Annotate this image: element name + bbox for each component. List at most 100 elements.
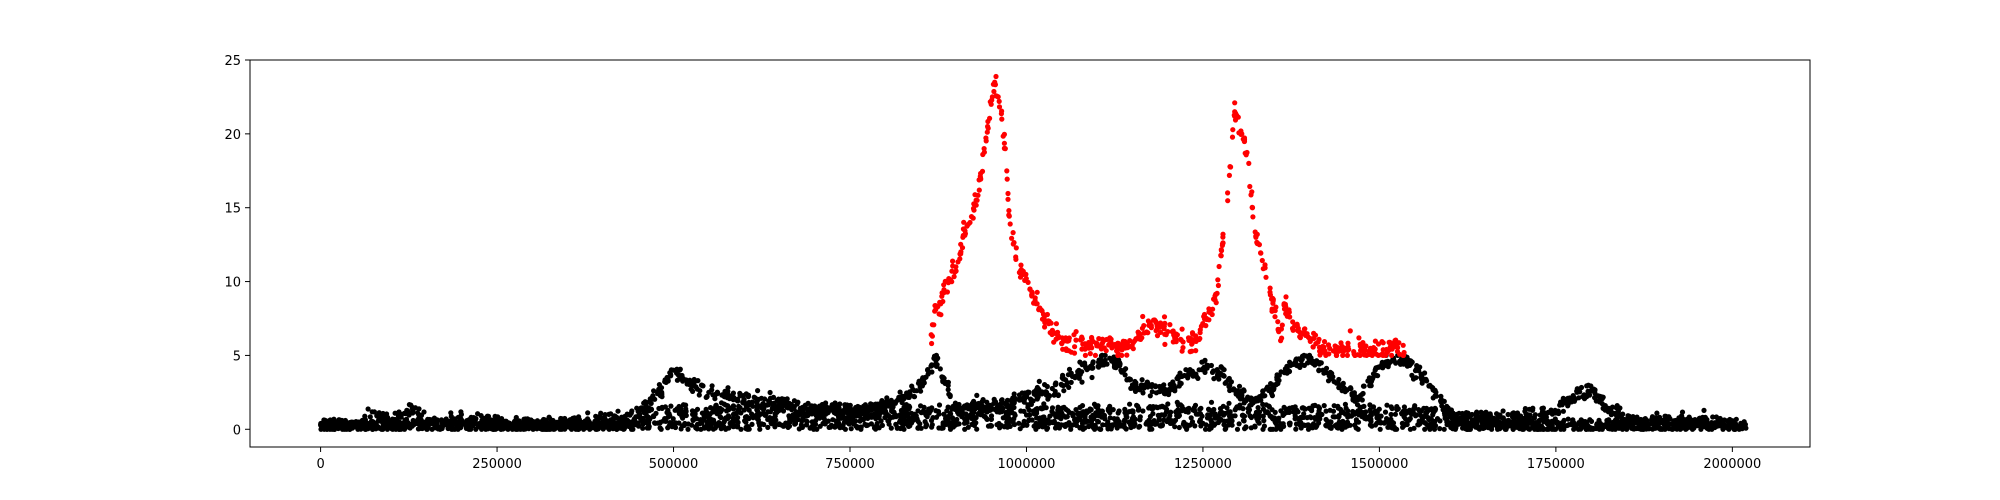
data-point — [727, 420, 733, 426]
data-point — [1502, 426, 1508, 432]
data-point — [721, 420, 727, 426]
data-point — [1171, 419, 1177, 425]
data-point — [1066, 348, 1072, 354]
data-point — [1135, 403, 1141, 409]
data-point — [1545, 421, 1551, 427]
data-point — [1217, 406, 1224, 412]
data-point — [1214, 290, 1220, 296]
data-point — [1344, 352, 1350, 358]
data-point — [1181, 419, 1187, 425]
data-point — [1430, 410, 1436, 416]
data-point — [800, 415, 806, 421]
data-point — [821, 420, 827, 426]
x-tick-label: 1250000 — [1174, 457, 1232, 472]
data-point — [1512, 411, 1518, 417]
data-point — [1274, 372, 1280, 378]
data-point — [321, 426, 327, 432]
data-point — [1401, 404, 1407, 410]
data-point — [1162, 341, 1168, 347]
data-point — [1189, 348, 1195, 354]
data-point — [1172, 388, 1178, 394]
data-point — [1256, 420, 1262, 426]
data-point — [1076, 375, 1082, 381]
data-point — [1239, 131, 1245, 137]
data-point — [1058, 416, 1064, 422]
data-point — [1192, 423, 1198, 429]
data-point — [1099, 414, 1105, 420]
data-point — [1288, 362, 1294, 368]
x-tick-label: 1500000 — [1350, 457, 1408, 472]
data-point — [984, 129, 990, 135]
data-point — [1395, 406, 1401, 412]
data-point — [1701, 423, 1707, 429]
data-point — [1082, 414, 1088, 420]
data-point — [1039, 389, 1045, 395]
data-point — [1226, 421, 1232, 427]
data-point — [1235, 114, 1241, 120]
data-point — [771, 406, 778, 412]
data-point — [1034, 393, 1040, 399]
data-point — [1654, 410, 1660, 416]
data-point — [1316, 336, 1322, 342]
data-point — [683, 408, 689, 414]
data-point — [1004, 176, 1010, 182]
data-point — [1289, 405, 1295, 411]
data-point — [1247, 413, 1253, 419]
data-point — [1222, 426, 1228, 432]
series-0 — [318, 352, 1735, 432]
data-point — [1017, 426, 1023, 432]
data-point — [1165, 329, 1171, 335]
data-point — [1605, 407, 1611, 413]
data-point — [1367, 422, 1373, 428]
data-point — [978, 170, 984, 177]
data-point — [736, 407, 742, 413]
data-point — [1540, 426, 1546, 432]
data-point — [1147, 422, 1153, 428]
data-point — [1203, 422, 1209, 428]
data-point — [1095, 419, 1101, 425]
data-point — [926, 406, 932, 412]
data-point — [983, 135, 989, 141]
data-point — [762, 412, 768, 418]
data-point — [1186, 405, 1192, 411]
data-point — [1590, 426, 1596, 432]
data-point — [1433, 393, 1439, 399]
data-point — [1638, 416, 1644, 423]
data-point — [1016, 420, 1022, 426]
data-point — [1464, 416, 1470, 422]
data-point — [757, 426, 763, 432]
data-point — [1013, 256, 1019, 262]
data-point — [1386, 424, 1392, 430]
data-point — [1102, 357, 1108, 363]
data-point — [1287, 314, 1293, 320]
data-point — [1270, 300, 1276, 306]
data-point — [647, 416, 653, 422]
data-point — [1105, 407, 1111, 413]
data-point — [1089, 374, 1095, 381]
data-point — [1137, 423, 1143, 429]
data-point — [1147, 393, 1153, 399]
data-point — [893, 414, 899, 420]
data-point — [770, 394, 777, 400]
data-point — [1232, 407, 1238, 413]
data-point — [1149, 383, 1155, 390]
data-point — [1518, 413, 1524, 419]
data-point — [325, 421, 331, 427]
data-point — [971, 398, 977, 404]
data-point — [369, 409, 375, 415]
data-point — [817, 404, 823, 410]
data-point — [803, 418, 810, 424]
data-point — [745, 392, 752, 398]
data-point — [1039, 406, 1045, 412]
data-point — [1068, 426, 1074, 432]
x-tick-label: 2000000 — [1703, 457, 1761, 472]
data-point — [723, 426, 729, 432]
data-point — [657, 393, 664, 399]
data-point — [725, 385, 731, 391]
data-point — [1078, 369, 1084, 375]
data-point — [1565, 416, 1571, 422]
data-point — [1130, 340, 1136, 346]
data-point — [784, 396, 790, 402]
data-point — [941, 287, 947, 293]
